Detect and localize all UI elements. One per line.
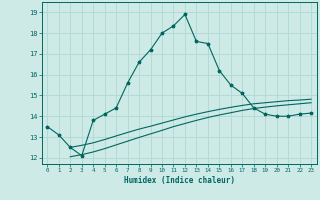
X-axis label: Humidex (Indice chaleur): Humidex (Indice chaleur) <box>124 176 235 185</box>
